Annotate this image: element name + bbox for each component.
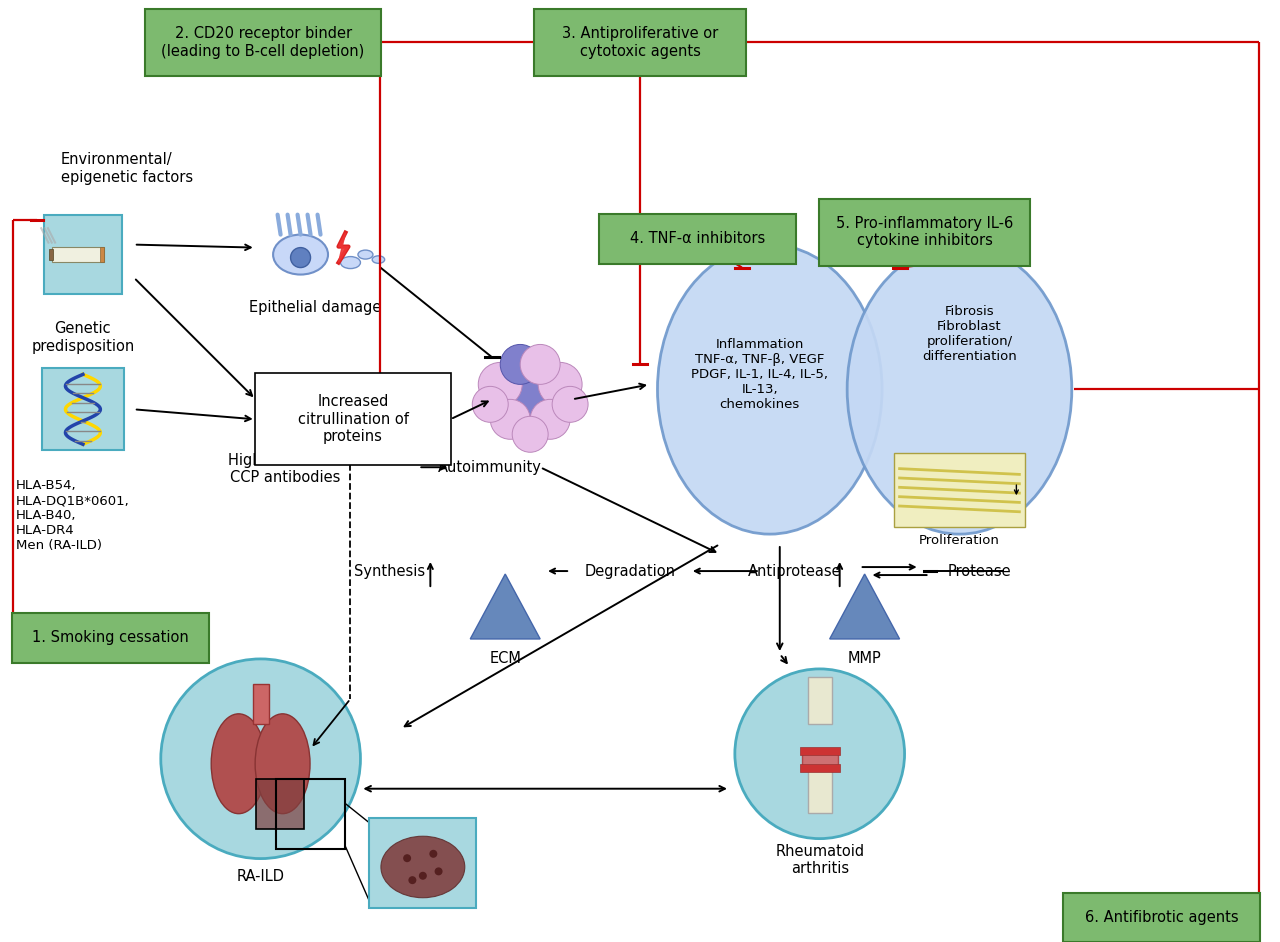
Text: 5. Pro-inflammatory IL-6
cytokine inhibitors: 5. Pro-inflammatory IL-6 cytokine inhibi… [836, 216, 1014, 249]
Circle shape [419, 871, 426, 880]
Circle shape [429, 850, 438, 858]
FancyBboxPatch shape [42, 368, 124, 450]
Text: Synthesis: Synthesis [355, 563, 425, 578]
Ellipse shape [658, 245, 882, 534]
FancyBboxPatch shape [1064, 892, 1260, 942]
Text: Fibrosis
Fibroblast
proliferation/
differentiation: Fibrosis Fibroblast proliferation/ diffe… [922, 305, 1016, 364]
Ellipse shape [211, 714, 266, 814]
Ellipse shape [847, 245, 1071, 534]
FancyBboxPatch shape [252, 684, 269, 723]
Polygon shape [338, 233, 348, 263]
Ellipse shape [255, 714, 310, 814]
Text: Inflammation
TNF-α, TNF-β, VEGF
PDGF, IL-1, IL-4, IL-5,
IL-13,
chemokines: Inflammation TNF-α, TNF-β, VEGF PDGF, IL… [691, 338, 828, 411]
Circle shape [520, 345, 561, 384]
Text: Protease: Protease [947, 563, 1011, 578]
FancyBboxPatch shape [801, 750, 837, 768]
Polygon shape [829, 574, 900, 639]
Circle shape [490, 399, 530, 439]
FancyBboxPatch shape [370, 818, 476, 907]
Text: Proliferation: Proliferation [919, 534, 1000, 547]
Circle shape [403, 854, 411, 862]
Circle shape [502, 371, 558, 428]
Text: 6. Antifibrotic agents: 6. Antifibrotic agents [1085, 910, 1239, 925]
FancyBboxPatch shape [51, 248, 105, 262]
Ellipse shape [381, 836, 465, 898]
Text: 1. Smoking cessation: 1. Smoking cessation [32, 630, 188, 645]
FancyBboxPatch shape [819, 199, 1030, 266]
FancyBboxPatch shape [145, 9, 381, 76]
Circle shape [435, 868, 443, 875]
Ellipse shape [273, 235, 328, 274]
Text: Genetic
predisposition: Genetic predisposition [31, 321, 134, 354]
FancyBboxPatch shape [256, 779, 303, 829]
FancyBboxPatch shape [534, 9, 746, 76]
Circle shape [512, 416, 548, 452]
Polygon shape [470, 574, 540, 639]
Circle shape [291, 248, 311, 268]
FancyBboxPatch shape [893, 453, 1025, 528]
Text: ECM: ECM [489, 651, 521, 666]
FancyBboxPatch shape [800, 764, 840, 771]
Text: 4. TNF-α inhibitors: 4. TNF-α inhibitors [630, 231, 765, 246]
Text: Rheumatoid
arthritis: Rheumatoid arthritis [776, 844, 864, 876]
FancyBboxPatch shape [100, 248, 105, 262]
Ellipse shape [358, 250, 372, 259]
Text: Degradation: Degradation [585, 563, 676, 578]
Text: Autoimmunity: Autoimmunity [438, 460, 543, 475]
Text: Higher levels of
CCP antibodies: Higher levels of CCP antibodies [228, 453, 343, 485]
Circle shape [479, 363, 522, 406]
Circle shape [735, 669, 905, 838]
Circle shape [538, 363, 582, 406]
FancyBboxPatch shape [255, 373, 452, 465]
FancyBboxPatch shape [50, 249, 54, 260]
FancyBboxPatch shape [800, 747, 840, 755]
FancyBboxPatch shape [12, 613, 209, 663]
Circle shape [552, 386, 588, 422]
Text: RA-ILD: RA-ILD [237, 869, 284, 884]
Text: HLA-B54,
HLA-DQ1B*0601,
HLA-B40,
HLA-DR4
Men (RA-ILD): HLA-B54, HLA-DQ1B*0601, HLA-B40, HLA-DR4… [17, 479, 129, 552]
Text: Environmental/
epigenetic factors: Environmental/ epigenetic factors [61, 153, 193, 185]
Circle shape [472, 386, 508, 422]
Text: 2. CD20 receptor binder
(leading to B-cell depletion): 2. CD20 receptor binder (leading to B-ce… [161, 26, 365, 58]
Ellipse shape [340, 256, 361, 268]
Circle shape [530, 399, 570, 439]
FancyBboxPatch shape [808, 677, 832, 723]
Text: Epithelial damage: Epithelial damage [250, 300, 381, 315]
Circle shape [500, 345, 540, 384]
Text: Increased
citrullination of
proteins: Increased citrullination of proteins [297, 395, 408, 445]
FancyBboxPatch shape [44, 216, 123, 294]
FancyBboxPatch shape [808, 767, 832, 813]
Circle shape [161, 658, 361, 858]
FancyBboxPatch shape [599, 214, 796, 264]
Ellipse shape [372, 256, 385, 264]
Text: 3. Antiproliferative or
cytotoxic agents: 3. Antiproliferative or cytotoxic agents [562, 26, 718, 58]
Text: Antiprotease: Antiprotease [748, 563, 841, 578]
Circle shape [408, 876, 416, 885]
Text: MMP: MMP [847, 651, 882, 666]
